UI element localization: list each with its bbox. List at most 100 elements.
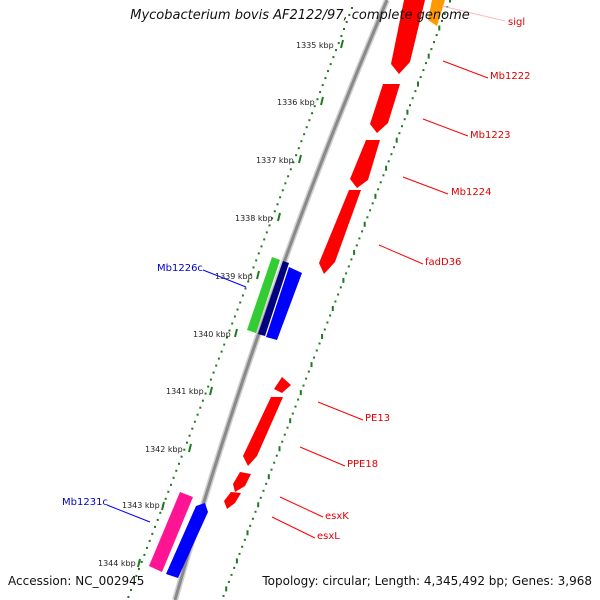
gc-dot bbox=[300, 140, 303, 143]
gc-dot bbox=[281, 440, 284, 443]
gene-mb1223 bbox=[370, 84, 400, 133]
gc-dot bbox=[223, 343, 226, 346]
gc-dot bbox=[239, 301, 242, 304]
gc-dot bbox=[270, 468, 273, 471]
gc-dot bbox=[393, 146, 396, 149]
gc-dot bbox=[238, 552, 241, 555]
gc-dot bbox=[297, 147, 300, 150]
kbp-label: 1342 kbp bbox=[145, 445, 183, 454]
gc-dot bbox=[143, 553, 146, 556]
gc-dot bbox=[321, 334, 324, 339]
gc-dot bbox=[307, 370, 310, 373]
gc-dot bbox=[265, 482, 268, 485]
gc-dot bbox=[246, 530, 249, 536]
label-leaders bbox=[106, 5, 506, 539]
gc-dot bbox=[231, 322, 234, 325]
gc-dot bbox=[358, 237, 361, 240]
gc-dot bbox=[252, 266, 255, 269]
gc-dot bbox=[275, 454, 278, 457]
gc-dot bbox=[170, 483, 172, 486]
gc-dot bbox=[279, 196, 282, 199]
gc-dot bbox=[228, 329, 231, 332]
gene-mb1226c bbox=[266, 267, 302, 340]
gc-dot bbox=[230, 573, 233, 576]
gc-dot bbox=[154, 525, 156, 528]
gc-dot bbox=[339, 286, 342, 289]
gc-dot bbox=[281, 189, 284, 192]
gc-dot bbox=[267, 474, 270, 480]
kbp-tick bbox=[137, 558, 141, 568]
kbp-tick bbox=[256, 270, 260, 280]
gc-dot bbox=[207, 385, 210, 388]
gc-dot bbox=[201, 399, 204, 402]
gc-dot bbox=[151, 532, 154, 535]
kbp-tick-labels: 1335 kbp 1336 kbp 1337 kbp 1338 kbp 1339… bbox=[98, 41, 334, 568]
gc-dot bbox=[409, 104, 411, 107]
gc-dot bbox=[385, 165, 388, 171]
gc-dot bbox=[382, 174, 385, 177]
gc-dot bbox=[331, 306, 334, 311]
gc-dot bbox=[263, 238, 266, 241]
gc-dot bbox=[335, 49, 337, 52]
gc-dot bbox=[188, 434, 191, 437]
reverse-genes bbox=[149, 257, 302, 578]
kbp-label: 1336 kbp bbox=[277, 98, 315, 107]
gc-dot bbox=[159, 511, 162, 514]
gc-dot bbox=[326, 321, 329, 324]
gc-dot bbox=[225, 586, 228, 592]
gc-dot bbox=[175, 469, 178, 472]
gc-dot bbox=[323, 328, 326, 331]
gc-dot bbox=[350, 258, 353, 261]
gc-dot bbox=[225, 336, 228, 339]
gc-dot bbox=[259, 496, 262, 499]
gc-dot bbox=[390, 153, 393, 156]
gc-dot bbox=[295, 154, 298, 157]
gene-esxl bbox=[224, 492, 241, 509]
gc-dot bbox=[321, 84, 324, 87]
gc-dot bbox=[369, 209, 372, 212]
gc-dot bbox=[148, 539, 151, 542]
gene-fadd36 bbox=[319, 190, 361, 274]
gc-dot bbox=[164, 497, 167, 500]
kbp-label: 1335 kbp bbox=[296, 41, 334, 50]
gc-dot bbox=[193, 420, 196, 423]
gc-dot bbox=[241, 545, 244, 548]
gc-dot bbox=[209, 378, 212, 381]
forward-genes bbox=[224, 0, 445, 509]
kbp-tick bbox=[161, 501, 165, 511]
genome-stats-text: Topology: circular; Length: 4,345,492 bp… bbox=[262, 574, 592, 588]
gc-dot bbox=[180, 455, 183, 458]
kbp-tick bbox=[320, 96, 324, 106]
gc-dot bbox=[130, 589, 132, 591]
gc-dot bbox=[196, 413, 199, 416]
gene-mb1224 bbox=[350, 140, 380, 188]
gc-dot bbox=[371, 202, 374, 205]
gc-dot bbox=[135, 574, 138, 577]
gc-dot bbox=[347, 265, 350, 268]
gc-skew-outer-track bbox=[222, 0, 451, 597]
gc-dot bbox=[398, 132, 401, 135]
gc-dot bbox=[313, 356, 316, 359]
accession-text: Accession: NC_002945 bbox=[8, 574, 145, 588]
gc-dot bbox=[343, 28, 345, 30]
gc-dot bbox=[199, 406, 202, 409]
kbp-label: 1343 kbp bbox=[122, 501, 160, 510]
gc-dot bbox=[172, 476, 175, 479]
gc-dot bbox=[342, 277, 345, 283]
gene-pe13 bbox=[274, 377, 291, 393]
gc-dot bbox=[204, 392, 207, 395]
gc-dot bbox=[257, 502, 260, 508]
kbp-label: 1341 kbp bbox=[166, 387, 204, 396]
kbp-label: 1340 kbp bbox=[193, 330, 231, 339]
gc-dot bbox=[132, 582, 135, 584]
gene-label-fadd36: fadD36 bbox=[425, 257, 461, 268]
kbp-label: 1338 kbp bbox=[235, 214, 273, 223]
gc-dot bbox=[345, 272, 348, 275]
gc-dot bbox=[243, 538, 246, 541]
gc-dot bbox=[345, 21, 348, 23]
gc-dot bbox=[278, 446, 281, 452]
kbp-tick bbox=[340, 39, 344, 49]
gene-label-mb1222: Mb1222 bbox=[490, 71, 530, 82]
gc-dot bbox=[212, 371, 215, 374]
